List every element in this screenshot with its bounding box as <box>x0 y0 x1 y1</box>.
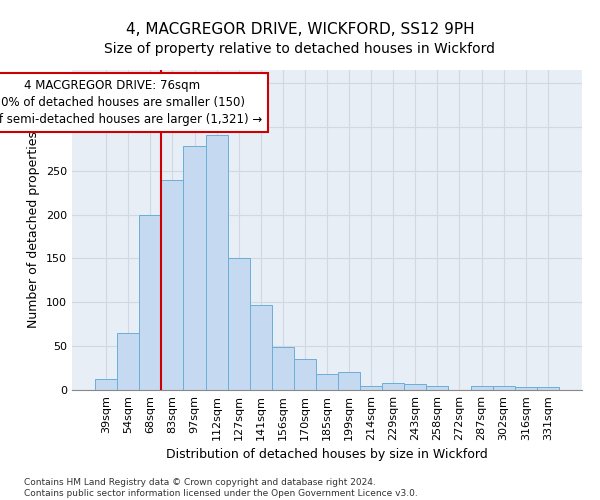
X-axis label: Distribution of detached houses by size in Wickford: Distribution of detached houses by size … <box>166 448 488 462</box>
Bar <box>470 386 493 390</box>
Bar <box>316 374 338 390</box>
Bar <box>360 386 382 390</box>
Text: Size of property relative to detached houses in Wickford: Size of property relative to detached ho… <box>104 42 496 56</box>
Bar <box>227 258 250 390</box>
Bar <box>515 388 537 390</box>
Bar <box>382 383 404 390</box>
Bar <box>206 135 227 390</box>
Bar <box>294 360 316 390</box>
Bar <box>184 146 206 390</box>
Bar <box>95 380 117 390</box>
Bar <box>250 305 272 390</box>
Text: 4 MACGREGOR DRIVE: 76sqm
← 10% of detached houses are smaller (150)
89% of semi-: 4 MACGREGOR DRIVE: 76sqm ← 10% of detach… <box>0 79 263 126</box>
Text: Contains HM Land Registry data © Crown copyright and database right 2024.
Contai: Contains HM Land Registry data © Crown c… <box>24 478 418 498</box>
Text: 4, MACGREGOR DRIVE, WICKFORD, SS12 9PH: 4, MACGREGOR DRIVE, WICKFORD, SS12 9PH <box>125 22 475 38</box>
Y-axis label: Number of detached properties: Number of detached properties <box>28 132 40 328</box>
Bar <box>338 372 360 390</box>
Bar <box>139 214 161 390</box>
Bar <box>272 347 294 390</box>
Bar <box>117 333 139 390</box>
Bar <box>537 388 559 390</box>
Bar <box>404 384 427 390</box>
Bar <box>161 180 184 390</box>
Bar <box>493 386 515 390</box>
Bar <box>427 386 448 390</box>
